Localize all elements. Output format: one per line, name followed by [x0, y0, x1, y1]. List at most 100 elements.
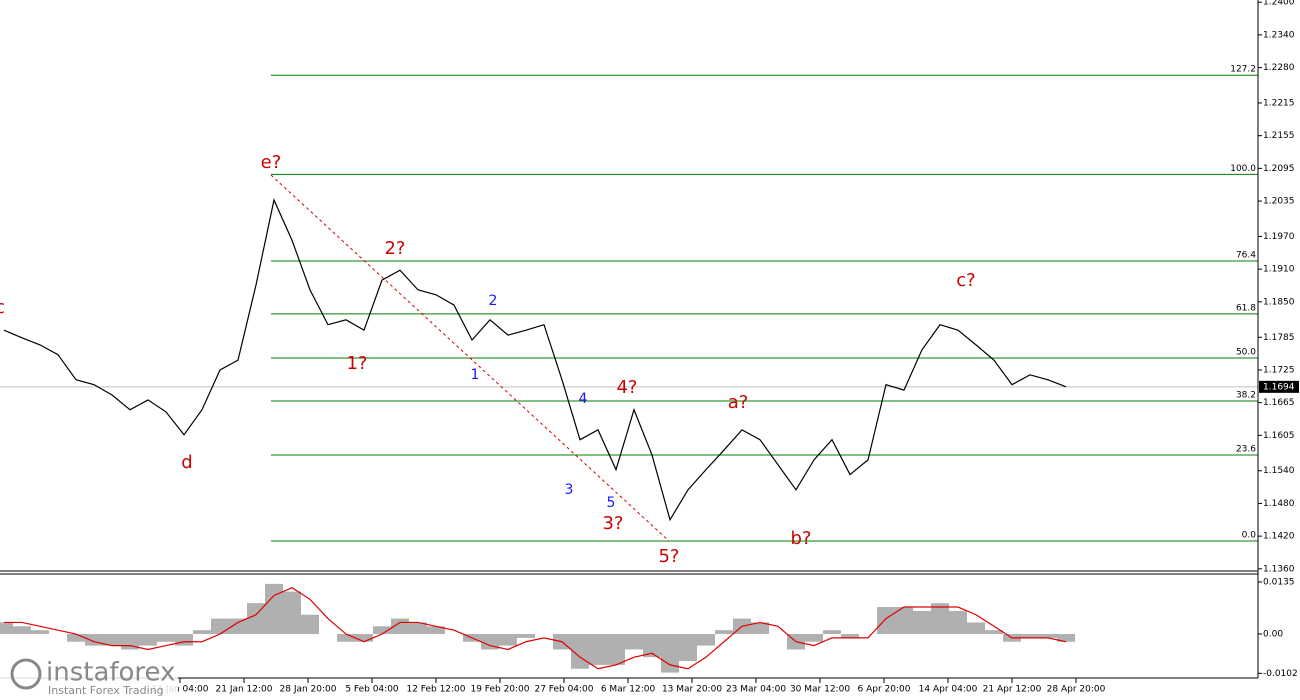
- osc-bar: [661, 634, 679, 673]
- x-tick-label: 21 Apr 12:00: [983, 685, 1042, 695]
- osc-bar: [1039, 634, 1057, 638]
- x-tick-label: 28 Jan 20:00: [280, 685, 337, 695]
- osc-bar: [499, 634, 517, 646]
- fib-label: 50.0: [1236, 347, 1256, 357]
- osc-bar: [823, 630, 841, 635]
- price-line: [3, 198, 1067, 522]
- osc-bar: [157, 634, 175, 642]
- fib-label: 23.6: [1236, 444, 1256, 454]
- y-tick-label: 1.2215: [1263, 98, 1295, 108]
- x-tick-label: 12 Feb 12:00: [406, 685, 465, 695]
- last-price-label: 1.1694: [1263, 382, 1295, 392]
- osc-bar: [283, 591, 301, 635]
- y-tick-label: 1.2280: [1263, 63, 1295, 73]
- fib-label: 38.2: [1236, 391, 1256, 401]
- x-tick-label: 14 Jan 04:00: [152, 685, 209, 695]
- x-tick-label: 14 Apr 04:00: [919, 685, 978, 695]
- x-tick-label: 23 Mar 04:00: [726, 685, 786, 695]
- osc-tick-label: 0.0135: [1263, 577, 1295, 587]
- wave-label: d: [181, 452, 192, 473]
- osc-bar: [751, 622, 769, 635]
- signal-line: [4, 587, 1067, 670]
- osc-bar: [193, 630, 211, 635]
- osc-bar: [337, 634, 355, 642]
- x-tick-label: 19 Feb 20:00: [470, 685, 529, 695]
- y-tick-label: 1.2035: [1263, 197, 1295, 207]
- osc-bar: [175, 634, 193, 646]
- osc-bar: [1021, 634, 1039, 638]
- trend-line: [270, 174, 670, 542]
- y-tick-label: 1.1850: [1263, 297, 1295, 307]
- y-tick-label: 1.2155: [1263, 131, 1295, 141]
- x-tick-label: 21 Jan 12:00: [216, 685, 273, 695]
- y-tick-label: 1.2095: [1263, 164, 1295, 174]
- osc-bar: [481, 634, 499, 650]
- y-tick-label: 1.1665: [1263, 398, 1295, 408]
- tagline: Instant Forex Trading: [48, 684, 164, 697]
- x-tick-label: 27 Feb 04:00: [534, 685, 593, 695]
- watermark-bg: [0, 655, 178, 700]
- osc-bar: [715, 630, 733, 635]
- wave-label: 3?: [602, 513, 623, 534]
- y-tick-label: 1.1540: [1263, 466, 1295, 476]
- x-tick-label: 13 Mar 20:00: [662, 685, 722, 695]
- osc-bar: [139, 634, 157, 646]
- osc-bar: [841, 634, 859, 638]
- fib-label: 61.8: [1236, 303, 1256, 313]
- osc-bar: [0, 622, 13, 635]
- osc-bar: [805, 634, 823, 642]
- osc-bar: [967, 622, 985, 635]
- osc-bar: [643, 634, 661, 658]
- y-tick-label: 1.1785: [1263, 333, 1295, 343]
- osc-bar: [31, 630, 49, 635]
- y-tick-label: 1.1420: [1263, 532, 1295, 542]
- wave-label: 3: [565, 482, 574, 498]
- osc-bar: [355, 634, 373, 642]
- wave-label: 1: [471, 367, 480, 383]
- wave-label: 2: [489, 293, 498, 309]
- wave-label: c: [0, 297, 5, 318]
- y-tick-label: 1.2400: [1263, 0, 1295, 8]
- wave-label: 5: [607, 495, 616, 511]
- osc-bar: [877, 607, 895, 635]
- osc-bar: [895, 607, 913, 635]
- osc-bar: [301, 614, 319, 635]
- osc-bar: [679, 634, 697, 662]
- y-tick-label: 1.1360: [1263, 564, 1295, 574]
- osc-bar: [697, 634, 715, 646]
- osc-tick-label: -0.0102: [1263, 669, 1298, 679]
- wave-label: 1?: [346, 353, 367, 374]
- x-tick-label: 30 Mar 12:00: [790, 685, 850, 695]
- osc-bar: [625, 634, 643, 650]
- osc-bar: [13, 626, 31, 635]
- watermark: instaforex Instant Forex Trading: [0, 655, 178, 700]
- y-tick-label: 1.1910: [1263, 265, 1295, 275]
- y-tick-label: 1.1480: [1263, 499, 1295, 509]
- osc-bar: [931, 603, 949, 635]
- osc-bar: [1057, 634, 1075, 642]
- x-tick-label: 6 Apr 20:00: [858, 685, 911, 695]
- wave-label: c?: [956, 270, 975, 291]
- osc-bar: [373, 626, 391, 635]
- osc-bar: [67, 634, 85, 642]
- osc-bar: [913, 610, 931, 635]
- osc-bar: [949, 610, 967, 635]
- osc-bar: [985, 630, 1003, 635]
- osc-bar: [427, 626, 445, 635]
- osc-bar: [247, 603, 265, 635]
- brand: instaforex: [46, 658, 175, 688]
- osc-bar: [409, 622, 427, 635]
- osc-bar: [589, 634, 607, 665]
- fib-label: 76.4: [1236, 250, 1256, 260]
- x-tick-label: 6 Mar 12:00: [601, 685, 656, 695]
- y-tick-label: 1.1725: [1263, 365, 1295, 375]
- y-tick-label: 1.1605: [1263, 431, 1295, 441]
- osc-bar: [103, 634, 121, 646]
- wave-label: b?: [791, 528, 812, 549]
- wave-label: 2?: [384, 238, 405, 259]
- fib-label: 127.2: [1230, 65, 1256, 75]
- y-tick-label: 1.2340: [1263, 30, 1295, 40]
- wave-label: 4: [579, 391, 588, 407]
